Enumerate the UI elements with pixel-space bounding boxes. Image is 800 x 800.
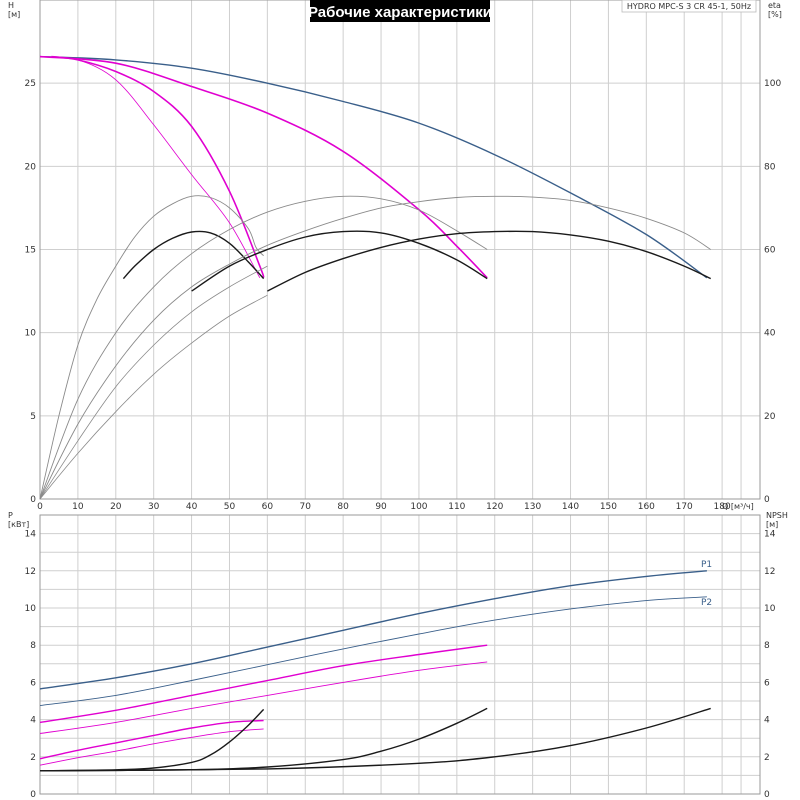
upper-y-tick-label: 25 — [25, 79, 36, 89]
upper-series-line-5 — [39, 195, 264, 500]
upper-y2-tick-label: 20 — [764, 412, 776, 422]
lower-y2-tick-label: 4 — [764, 716, 770, 726]
upper-y2-tick-label: 100 — [764, 79, 781, 89]
chart-title-background — [310, 0, 490, 22]
upper-series-line-4 — [39, 56, 261, 278]
lower-y-tick-label: 8 — [30, 641, 36, 651]
lower-chart-grid — [39, 514, 761, 795]
upper-y2-axis-label: eta [%] — [768, 1, 782, 19]
axis-ticks: 0 10 20 30 40 50 60 70 80 90 100 110 120 130 140 150 160… — [25, 79, 782, 800]
series-label-p2: P2 — [701, 598, 712, 608]
upper-series-line-11 — [39, 265, 268, 500]
lower-y2-tick-label: 10 — [764, 604, 776, 614]
x-tick-label: 90 — [375, 502, 387, 512]
x-tick-label: 40 — [186, 502, 198, 512]
axis-label-line: [%] — [768, 10, 782, 19]
upper-series-line-9 — [39, 195, 711, 500]
upper-chart-grid — [39, 0, 761, 500]
lower-y2-tick-label: 0 — [764, 790, 770, 800]
upper-y-axis-label: H [м] — [8, 1, 20, 19]
x-tick-label: 50 — [224, 502, 236, 512]
lower-y-axis-label: P [кВт] — [8, 511, 29, 529]
lower-series-line-6 — [39, 728, 264, 766]
upper-y-tick-label: 5 — [30, 412, 36, 422]
x-axis-label: Q [м³/ч] — [722, 502, 754, 511]
upper-y2-tick-label: 60 — [764, 246, 776, 256]
model-label: HYDRO MPC-S 3 CR 45-1, 50Hz — [627, 2, 751, 11]
lower-series-line-3 — [39, 644, 488, 724]
lower-series-line-1 — [39, 570, 707, 690]
upper-series-line-6 — [122, 230, 265, 280]
x-tick-label: 20 — [110, 502, 122, 512]
x-tick-label: 150 — [600, 502, 617, 512]
lower-y-tick-label: 4 — [30, 716, 36, 726]
x-tick-label: 30 — [148, 502, 160, 512]
axis-label-line: NPSH — [766, 511, 788, 520]
upper-series-line-3 — [39, 55, 488, 279]
x-tick-label: 130 — [524, 502, 541, 512]
upper-y-tick-label: 10 — [25, 329, 37, 339]
lower-plot-frame — [39, 514, 761, 795]
upper-series-line-7 — [39, 195, 488, 500]
lower-y2-tick-label: 14 — [764, 530, 776, 540]
series-label-p1: P1 — [701, 560, 712, 570]
lower-series-line-9 — [39, 707, 711, 772]
upper-y-tick-label: 15 — [25, 246, 36, 256]
x-tick-label: 60 — [262, 502, 274, 512]
x-tick-label: 0 — [37, 502, 43, 512]
axis-label-line: [м] — [766, 520, 778, 529]
lower-y-tick-label: 2 — [30, 753, 36, 763]
x-tick-label: 100 — [410, 502, 427, 512]
lower-chart-series: P1 P2 — [39, 560, 712, 772]
upper-series-line-1 — [39, 55, 708, 279]
lower-y2-tick-label: 8 — [764, 641, 770, 651]
lower-series-line-8 — [39, 707, 488, 772]
lower-y2-tick-label: 2 — [764, 753, 770, 763]
lower-series-line-4 — [39, 661, 488, 734]
lower-y2-tick-label: 12 — [764, 567, 775, 577]
lower-y-tick-label: 14 — [25, 530, 37, 540]
upper-y-tick-label: 20 — [25, 162, 37, 172]
x-tick-label: 70 — [300, 502, 312, 512]
lower-series-line-7 — [39, 708, 265, 772]
lower-y-tick-label: 12 — [25, 567, 36, 577]
upper-plot-frame — [39, 0, 761, 500]
upper-series-line-8 — [191, 230, 488, 292]
lower-y2-tick-label: 6 — [764, 678, 770, 688]
x-tick-label: 120 — [486, 502, 503, 512]
upper-series-line-12 — [39, 294, 268, 500]
lower-y-tick-label: 6 — [30, 678, 36, 688]
axis-label-line: [м] — [8, 10, 20, 19]
x-tick-label: 80 — [337, 502, 349, 512]
upper-y-tick-label: 0 — [30, 495, 36, 505]
upper-y2-tick-label: 80 — [764, 162, 776, 172]
x-tick-label: 170 — [676, 502, 693, 512]
lower-y-tick-label: 0 — [30, 790, 36, 800]
axis-label-line: H — [8, 1, 14, 10]
x-tick-label: 180 — [714, 502, 731, 512]
axis-label-line: [кВт] — [8, 520, 29, 529]
lower-y2-axis-label: NPSH [м] — [766, 511, 788, 529]
x-tick-label: 10 — [72, 502, 84, 512]
chart-title: Рабочие характеристики — [308, 4, 492, 21]
upper-series-line-10 — [267, 230, 712, 292]
lower-series-line-5 — [39, 719, 264, 760]
upper-y2-tick-label: 0 — [764, 495, 770, 505]
model-label-frame — [621, 0, 757, 13]
x-tick-label: 140 — [562, 502, 579, 512]
axis-label-line: eta — [768, 1, 781, 10]
lower-series-line-2 — [39, 596, 707, 707]
x-tick-label: 160 — [638, 502, 655, 512]
lower-y-tick-label: 10 — [25, 604, 37, 614]
axis-label-line: P — [8, 511, 13, 520]
upper-y2-tick-label: 40 — [764, 329, 776, 339]
x-tick-label: 110 — [448, 502, 465, 512]
upper-chart-series — [39, 55, 712, 500]
